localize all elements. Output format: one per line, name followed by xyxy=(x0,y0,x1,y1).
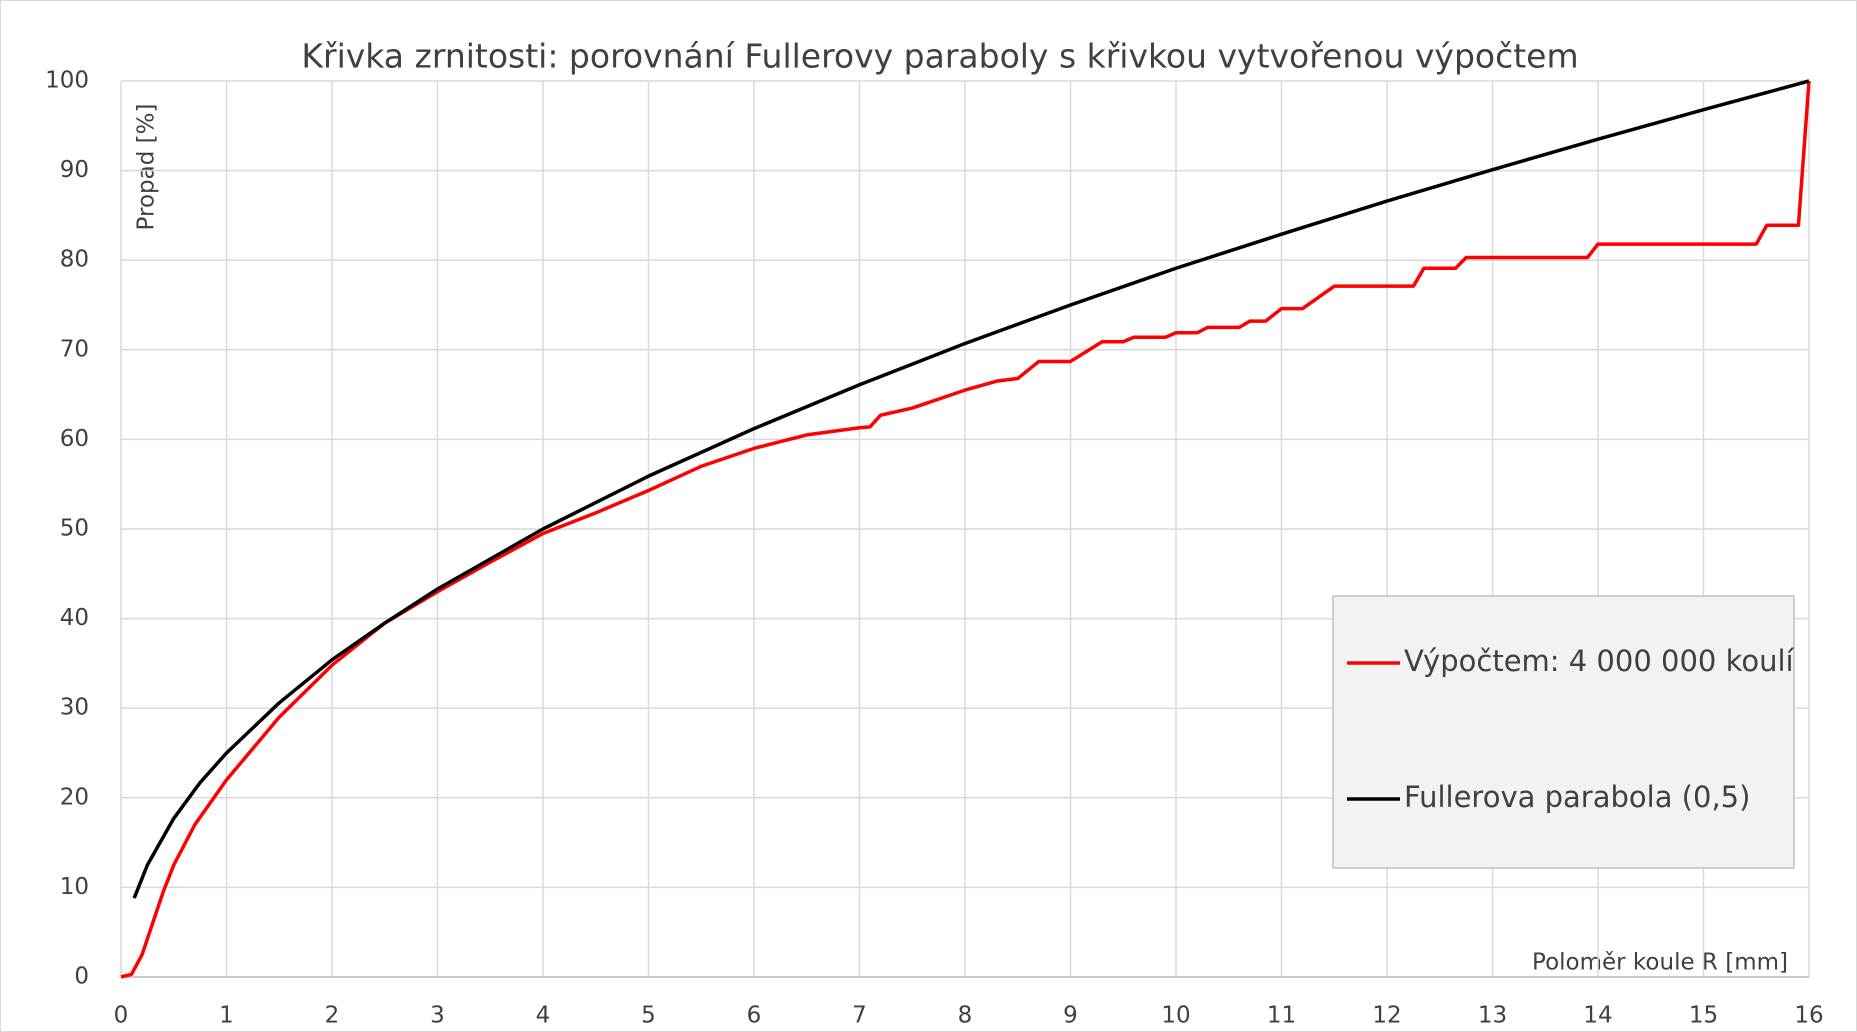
x-tick-label: 12 xyxy=(1372,1003,1401,1029)
series-line xyxy=(132,79,1810,899)
y-tick-label: 50 xyxy=(60,516,89,542)
y-tick-label: 70 xyxy=(60,336,89,362)
x-tick-label: 5 xyxy=(641,1003,656,1029)
x-tick-label: 11 xyxy=(1267,1003,1296,1029)
y-tick-label: 90 xyxy=(60,157,89,183)
x-tick-label: 13 xyxy=(1478,1003,1507,1029)
y-tick-label: 40 xyxy=(60,605,89,631)
chart-title: Křivka zrnitosti: porovnání Fullerovy pa… xyxy=(301,37,1578,76)
x-tick-label: 10 xyxy=(1161,1003,1190,1029)
x-tick-label: 14 xyxy=(1583,1003,1612,1029)
x-tick-label: 9 xyxy=(1063,1003,1078,1029)
x-tick-label: 3 xyxy=(430,1003,445,1029)
x-tick-label: 0 xyxy=(114,1003,129,1029)
y-tick-label: 0 xyxy=(74,964,89,990)
x-axis-label: Poloměr koule R [mm] xyxy=(1532,950,1788,976)
y-tick-label: 60 xyxy=(60,426,89,452)
x-tick-label: 6 xyxy=(747,1003,762,1029)
legend-label: Fullerova parabola (0,5) xyxy=(1404,780,1750,814)
y-tick-label: 20 xyxy=(60,784,89,810)
x-tick-label: 7 xyxy=(852,1003,867,1029)
y-tick-label: 10 xyxy=(60,874,89,900)
y-tick-label: 100 xyxy=(45,68,89,94)
x-tick-label: 16 xyxy=(1794,1003,1823,1029)
y-tick-label: 80 xyxy=(60,247,89,273)
x-tick-label: 2 xyxy=(325,1003,340,1029)
series-line xyxy=(120,80,1811,979)
y-tick-label: 30 xyxy=(60,695,89,721)
legend-label: Výpočtem: 4 000 000 koulí xyxy=(1404,644,1795,678)
x-tick-label: 4 xyxy=(536,1003,551,1029)
legend-box xyxy=(1332,595,1795,869)
x-tick-label: 8 xyxy=(958,1003,973,1029)
x-tick-label: 1 xyxy=(219,1003,234,1029)
y-axis-label: Propad [%] xyxy=(134,104,160,231)
x-tick-label: 15 xyxy=(1689,1003,1718,1029)
